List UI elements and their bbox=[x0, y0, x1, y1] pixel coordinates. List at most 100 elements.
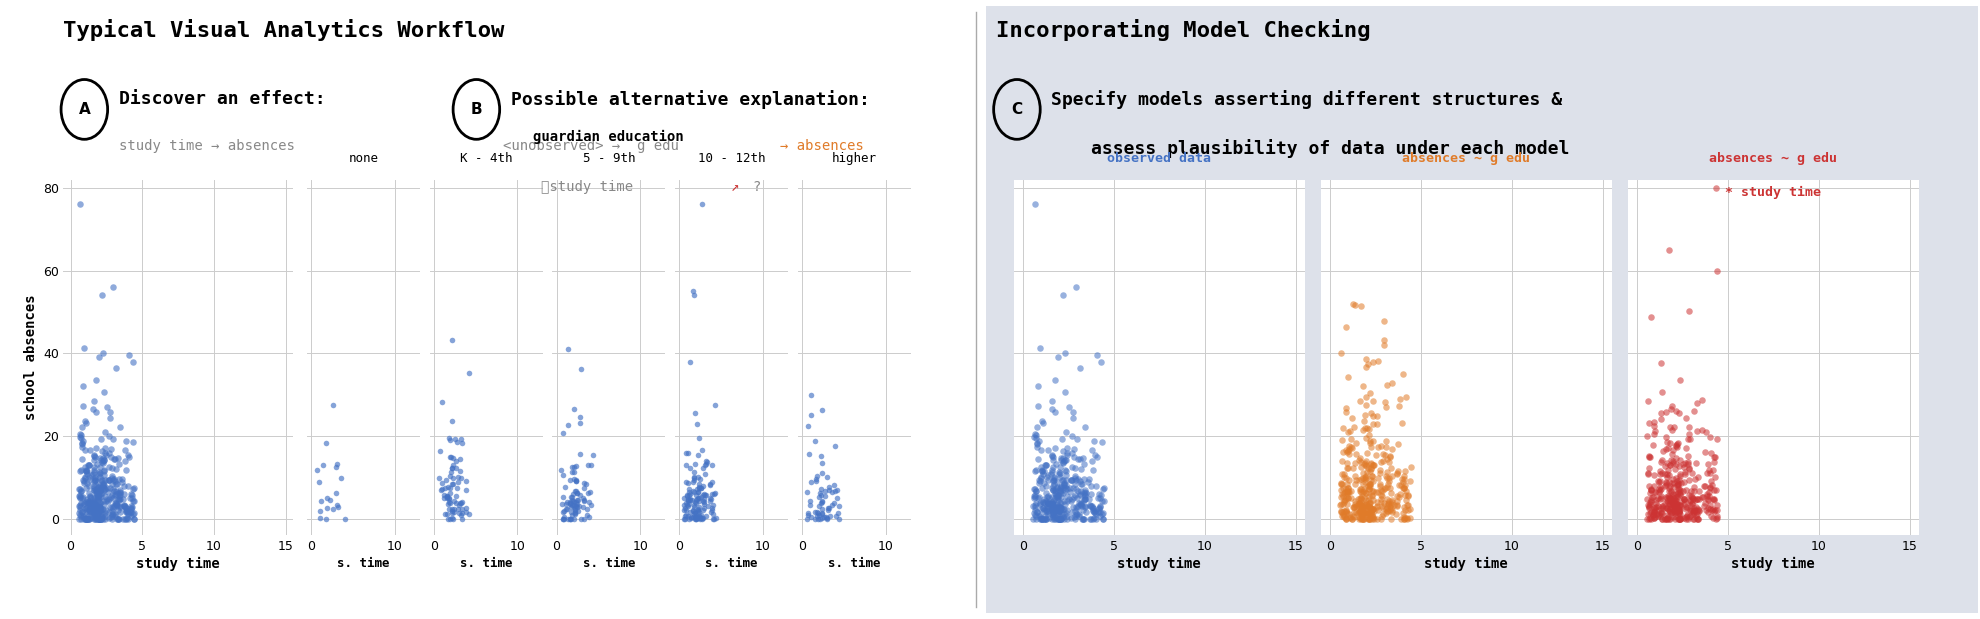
Point bbox=[1683, 505, 1715, 515]
Point bbox=[65, 498, 97, 508]
Point bbox=[105, 490, 137, 500]
Point bbox=[1344, 301, 1376, 311]
Point bbox=[99, 476, 131, 486]
Point bbox=[1655, 404, 1687, 414]
Point bbox=[1077, 436, 1109, 446]
Point bbox=[89, 450, 121, 460]
Point bbox=[77, 483, 109, 493]
Point bbox=[83, 485, 115, 495]
Point bbox=[699, 489, 731, 499]
Point bbox=[1344, 513, 1376, 522]
Point bbox=[687, 445, 719, 455]
Point bbox=[1032, 506, 1063, 516]
Point bbox=[1051, 450, 1083, 460]
Point bbox=[93, 475, 125, 485]
Point bbox=[1331, 490, 1362, 500]
Point bbox=[1679, 505, 1711, 515]
Point bbox=[79, 472, 111, 482]
Point bbox=[1675, 469, 1707, 478]
Point bbox=[101, 505, 133, 515]
Point bbox=[1372, 506, 1404, 516]
Point bbox=[1392, 506, 1424, 516]
Point bbox=[1356, 511, 1388, 521]
Point bbox=[806, 490, 838, 500]
Point bbox=[1026, 483, 1057, 493]
Point bbox=[101, 486, 133, 496]
Point bbox=[1043, 490, 1075, 500]
Point bbox=[1388, 514, 1420, 524]
Point bbox=[695, 507, 727, 517]
Point bbox=[1028, 514, 1059, 524]
Point bbox=[1333, 483, 1364, 493]
Point bbox=[1336, 486, 1368, 496]
Point bbox=[1020, 500, 1051, 510]
Point bbox=[1651, 514, 1683, 524]
Point bbox=[673, 495, 705, 504]
Point bbox=[1075, 489, 1107, 499]
Point bbox=[1020, 511, 1051, 521]
Point bbox=[1051, 484, 1083, 494]
Point bbox=[675, 513, 707, 522]
Point bbox=[87, 457, 119, 467]
Point bbox=[806, 405, 838, 415]
Point bbox=[1329, 488, 1360, 498]
Point bbox=[572, 510, 604, 520]
Point bbox=[95, 506, 127, 516]
Point bbox=[1388, 514, 1420, 524]
Point bbox=[1697, 513, 1729, 523]
Point bbox=[1665, 496, 1697, 506]
Point bbox=[1659, 493, 1691, 503]
Point bbox=[1354, 436, 1386, 446]
Point bbox=[1651, 465, 1683, 475]
Point bbox=[77, 504, 109, 514]
Point bbox=[560, 488, 592, 498]
Point bbox=[1634, 501, 1665, 511]
Point bbox=[699, 514, 731, 524]
Point bbox=[1024, 475, 1055, 485]
Point bbox=[1344, 493, 1376, 503]
Point bbox=[63, 509, 95, 519]
Point bbox=[1061, 433, 1093, 443]
Point bbox=[1699, 457, 1731, 467]
Point bbox=[669, 511, 701, 521]
Point bbox=[446, 438, 477, 448]
Point bbox=[1047, 478, 1079, 488]
Point bbox=[426, 485, 457, 495]
Point bbox=[1392, 491, 1424, 501]
Point bbox=[97, 433, 129, 443]
Point bbox=[1333, 446, 1364, 456]
Point bbox=[113, 509, 145, 519]
Point bbox=[1047, 456, 1079, 466]
Point bbox=[1055, 513, 1087, 523]
Point bbox=[1038, 509, 1069, 519]
Point bbox=[119, 514, 150, 524]
Point bbox=[1049, 499, 1081, 509]
Point bbox=[1635, 508, 1667, 517]
Point bbox=[103, 459, 135, 469]
Point bbox=[109, 500, 141, 510]
Point bbox=[1022, 493, 1053, 503]
Point bbox=[1022, 422, 1053, 432]
Point bbox=[681, 450, 713, 460]
Point bbox=[687, 514, 719, 524]
Point bbox=[1639, 501, 1671, 511]
Point bbox=[792, 487, 824, 496]
Point bbox=[99, 511, 131, 521]
Point bbox=[1059, 472, 1091, 482]
Point bbox=[1333, 509, 1364, 519]
Point bbox=[1362, 472, 1394, 482]
Point bbox=[79, 508, 111, 517]
Point bbox=[1069, 491, 1101, 501]
Point bbox=[792, 422, 824, 431]
Point bbox=[1049, 485, 1081, 495]
Point bbox=[1331, 484, 1362, 494]
Point bbox=[1333, 444, 1364, 454]
Point bbox=[73, 501, 105, 511]
Point bbox=[1030, 460, 1061, 470]
Point bbox=[81, 514, 113, 524]
Point bbox=[1689, 447, 1721, 457]
Point bbox=[1376, 505, 1408, 515]
Point bbox=[1679, 506, 1711, 516]
Point bbox=[1372, 457, 1404, 467]
Point bbox=[1693, 503, 1725, 513]
